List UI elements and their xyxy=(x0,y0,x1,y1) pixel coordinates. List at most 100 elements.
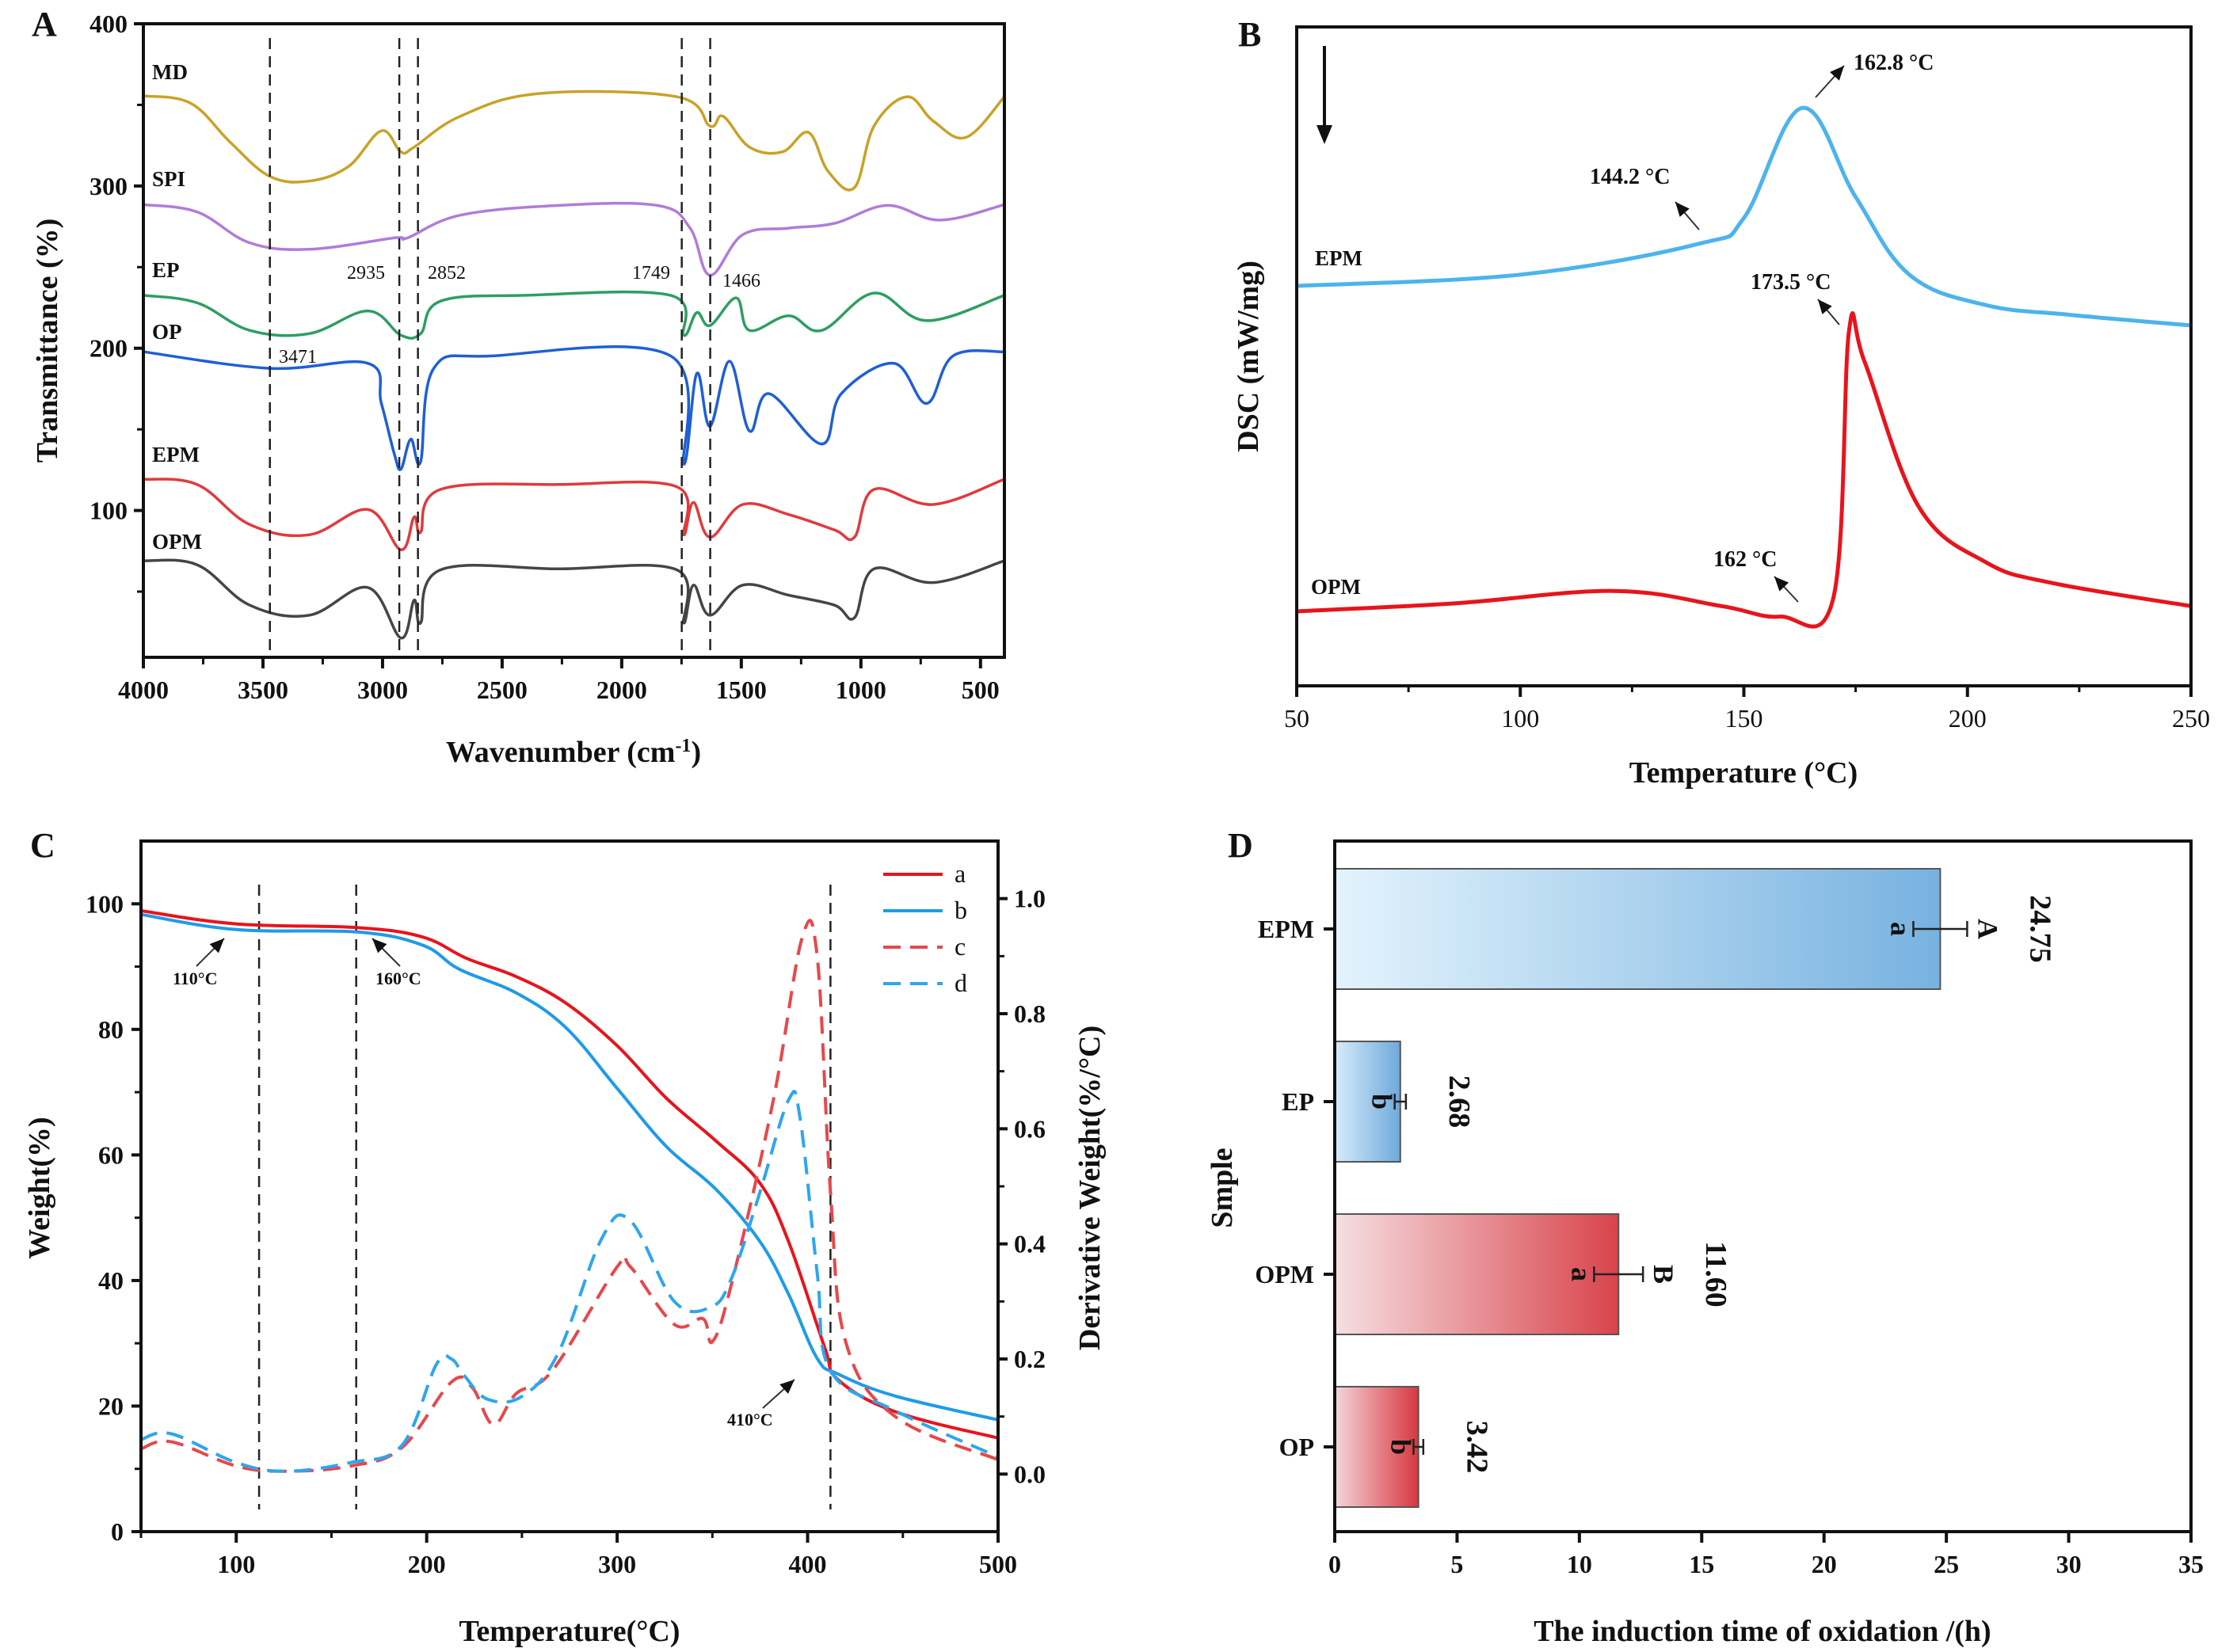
dsc-annotations: 162.8 °C 144.2 °C 173.5 °C 162 °C xyxy=(1590,51,1934,603)
bar-value-label: 11.60 xyxy=(1699,1241,1732,1307)
arrow-head-icon xyxy=(1774,577,1789,592)
ftir-line-md xyxy=(143,89,1006,192)
tga-y-tick-label: 40 xyxy=(98,1266,124,1295)
category-label: EP xyxy=(1282,1087,1314,1116)
tga-y2-tick-label: 1.0 xyxy=(1014,885,1046,913)
dsc-series-label-epm: EPM xyxy=(1315,246,1362,270)
dsc-series-labels: EPM OPM xyxy=(1311,246,1362,599)
category-label: EPM xyxy=(1258,915,1314,943)
tga-y2-tick-label: 0.8 xyxy=(1014,999,1046,1028)
tga-line-b xyxy=(140,912,999,1422)
tga-legend-label-b: b xyxy=(955,896,967,924)
tga-line-c xyxy=(140,919,999,1473)
tga-x-tick-label: 400 xyxy=(789,1550,827,1578)
ftir-peak-labels: 2935 2852 1749 1466 3471 xyxy=(279,263,760,367)
oxidation-axis-ticks: 0 5 10 15 20 25 30 35 xyxy=(1328,1532,2204,1578)
ftir-line-opm xyxy=(143,558,1005,640)
oxidation-x-tick-label: 25 xyxy=(1934,1550,1959,1578)
oxidation-x-tick-label: 15 xyxy=(1689,1550,1714,1578)
oxidation-plot-frame xyxy=(1333,839,2193,1533)
tga-plot-frame xyxy=(139,839,1000,1533)
dsc-plot-frame xyxy=(1295,25,2193,687)
ftir-y-axis-title: Transmittance (%) xyxy=(31,219,64,463)
panel-d-oxidation-bar-chart: D a A 24.75 EPM b 2.68 EP a B 11.60 OPM b 3.42 OP 0 5 1… xyxy=(1206,826,2204,1648)
tga-x-tick-label: 300 xyxy=(598,1550,636,1578)
ftir-y-tick-label: 300 xyxy=(90,172,128,200)
dsc-temperature-annotation: 162.8 °C xyxy=(1854,51,1934,75)
arrow-head-icon xyxy=(779,1380,795,1394)
ftir-x-axis-title: Wavenumber (cm-1) xyxy=(446,736,701,769)
bar-value-label: 24.75 xyxy=(2023,895,2056,963)
ftir-peak-label: 1466 xyxy=(722,271,760,291)
oxidation-bars: a A 24.75 EPM b 2.68 EP a B 11.60 OPM b 3.42 OP xyxy=(1255,868,2056,1508)
panel-b-dsc-chart: B 50 100 150 200 250 EPM OPM 162.8 °C 144.2 °C… xyxy=(1232,15,2210,790)
bar-group-ep: b 2.68 EP xyxy=(1282,1041,1476,1163)
dsc-temperature-annotation: 162 °C xyxy=(1713,547,1777,572)
tga-y-tick-label: 0 xyxy=(111,1517,124,1546)
tga-y2-tick-label: 0.4 xyxy=(1014,1230,1046,1258)
dsc-annotation-arrow xyxy=(1817,299,1840,325)
oxidation-x-tick-label: 30 xyxy=(2056,1550,2082,1578)
ftir-y-tick-label: 100 xyxy=(90,497,128,525)
ftir-x-tick-label: 1500 xyxy=(716,676,767,704)
arrow-head-icon xyxy=(372,938,387,954)
bar-significance-letter-outer: A xyxy=(1972,919,2003,939)
tga-temperature-annotation: 110°C xyxy=(173,969,217,988)
ftir-plot-frame xyxy=(142,22,1006,659)
bar-significance-letter-inner: a xyxy=(1884,922,1916,936)
dsc-line-epm xyxy=(1296,105,2192,328)
dsc-x-tick-label: 150 xyxy=(1725,704,1763,733)
bar-group-epm: a A 24.75 EPM xyxy=(1258,868,2056,990)
tga-y2-tick-label: 0.6 xyxy=(1014,1114,1046,1143)
dsc-x-tick-label: 100 xyxy=(1501,704,1539,733)
bar-group-op: b 3.42 OP xyxy=(1279,1386,1494,1508)
dsc-axis-ticks: 50 100 150 200 250 xyxy=(1284,686,2210,733)
ftir-series-label-md: MD xyxy=(152,60,188,84)
tga-y-tick-label: 80 xyxy=(98,1015,124,1044)
ftir-series-label-ep: EP xyxy=(152,258,180,282)
ftir-reference-lines xyxy=(269,38,711,657)
tga-y2-tick-label: 0.0 xyxy=(1014,1460,1046,1488)
tga-line-a xyxy=(140,909,999,1440)
dsc-x-tick-label: 50 xyxy=(1284,704,1309,733)
oxidation-x-tick-label: 10 xyxy=(1567,1550,1592,1578)
tga-x-tick-label: 500 xyxy=(979,1550,1017,1578)
bar-opm xyxy=(1334,1213,1620,1335)
tga-legend-label-c: c xyxy=(955,932,966,961)
dsc-line-opm xyxy=(1296,310,2192,629)
panel-c-tga-chart: C 100 200 300 400 500 0 20 40 60 80 100 0.0 0.2 0.4 0.… xyxy=(23,826,1107,1648)
dsc-temperature-annotation: 173.5 °C xyxy=(1751,270,1831,295)
ftir-x-tick-label: 4000 xyxy=(118,676,169,704)
dsc-series-label-opm: OPM xyxy=(1311,575,1361,599)
tga-series-group xyxy=(140,909,999,1473)
tga-temperature-annotation: 160°C xyxy=(375,969,421,988)
ftir-x-tick-label: 2000 xyxy=(596,676,647,704)
tga-legend-label-d: d xyxy=(955,969,967,997)
oxidation-x-tick-label: 0 xyxy=(1328,1550,1341,1578)
tga-temperature-annotation: 410°C xyxy=(727,1410,773,1429)
arrow-head-icon xyxy=(209,938,224,954)
tga-y-tick-label: 100 xyxy=(86,889,124,918)
dsc-x-axis-title: Temperature (°C) xyxy=(1629,756,1858,790)
ftir-x-tick-label: 3000 xyxy=(357,676,408,704)
ftir-peak-label: 1749 xyxy=(632,263,670,284)
ftir-peak-label: 2935 xyxy=(347,263,385,284)
ftir-line-spi xyxy=(143,201,1005,277)
category-label: OP xyxy=(1279,1433,1314,1461)
oxidation-x-tick-label: 5 xyxy=(1450,1550,1463,1578)
ftir-line-ep xyxy=(143,290,1005,340)
tga-annotation-arrow xyxy=(762,1379,795,1409)
tga-x-tick-label: 200 xyxy=(408,1550,446,1578)
bar-op xyxy=(1334,1386,1419,1508)
category-label: OPM xyxy=(1255,1260,1314,1288)
ftir-series-label-spi: SPI xyxy=(152,167,185,191)
dsc-x-tick-label: 250 xyxy=(2172,704,2210,733)
ftir-x-tick-label: 1000 xyxy=(836,676,886,704)
bar-significance-letter-inner: b xyxy=(1385,1439,1416,1455)
tga-annotation-arrow xyxy=(372,938,401,967)
tga-y-axis-title: Weight(%) xyxy=(23,1117,56,1258)
arrow-head-icon xyxy=(1675,202,1690,217)
tga-legend-label-a: a xyxy=(955,859,966,888)
ftir-y-tick-label: 200 xyxy=(90,334,128,363)
